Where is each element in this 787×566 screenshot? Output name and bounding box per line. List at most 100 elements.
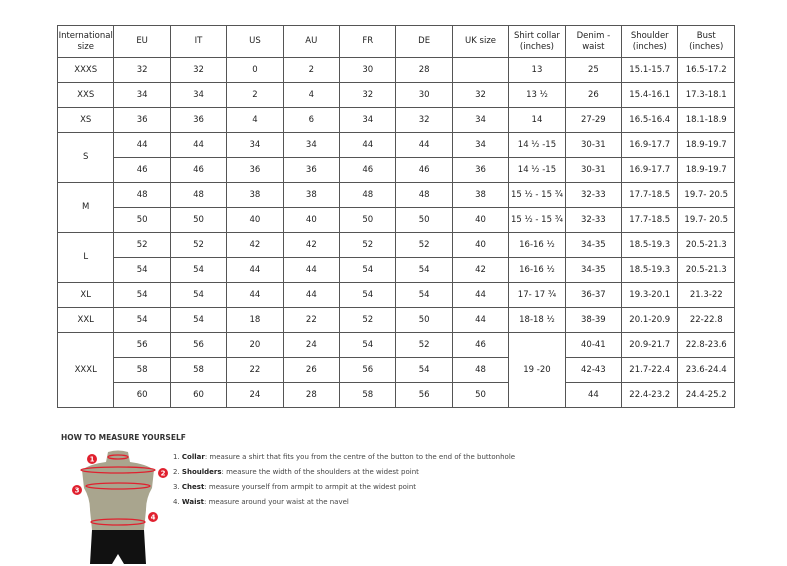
table-cell: 22.8-23.6 [677, 332, 735, 358]
table-cell: 15.1-15.7 [621, 57, 679, 83]
table-cell: 32-33 [564, 207, 623, 233]
international-size-cell: XXL [56, 307, 115, 333]
table-cell: 56 [113, 332, 171, 358]
table-cell: 18.9-19.7 [677, 157, 735, 183]
table-cell: 22 [282, 307, 341, 333]
table-row: 60 60 24 28 58 56 50 44 22.4-23.2 24.4-25.2 [58, 382, 735, 408]
table-cell: 18 [226, 307, 284, 333]
table-cell: 54 [113, 307, 171, 333]
table-cell: 34 [226, 132, 284, 158]
table-cell: 19 -20 [508, 332, 566, 408]
table-cell: 21.3-22 [677, 282, 735, 308]
table-cell: 30-31 [564, 157, 623, 183]
measurement-step: 3. Chest: measure yourself from armpit t… [173, 482, 515, 497]
column-header: Denim - waist [564, 25, 623, 58]
table-cell: 18.1-18.9 [677, 107, 735, 133]
table-cell: 16.5-16.4 [621, 107, 679, 133]
table-cell: 17.7-18.5 [621, 182, 679, 208]
table-cell: 25 [564, 57, 623, 83]
table-cell: 56 [395, 382, 453, 408]
table-cell: 36 [113, 107, 171, 133]
step-text: : measure around your waist at the navel [204, 498, 349, 506]
table-cell: 14 ½ -15 [508, 132, 566, 158]
table-cell: 4 [226, 107, 284, 133]
table-cell: 50 [169, 207, 228, 233]
table-cell: 34 [113, 82, 171, 108]
table-cell: 60 [113, 382, 171, 408]
column-header: Bust (inches) [677, 25, 735, 58]
table-cell: 34 [169, 82, 228, 108]
table-cell: 19.7- 20.5 [677, 207, 735, 233]
step-text: : measure a shirt that fits you from the… [204, 453, 516, 461]
step-term: Shoulders [181, 468, 222, 476]
step-number: 1. [173, 453, 180, 461]
table-cell: 38 [226, 182, 284, 208]
table-cell: 50 [339, 207, 397, 233]
table-cell: 16.9-17.7 [621, 132, 679, 158]
table-cell: 58 [169, 357, 228, 383]
table-cell: 36 [451, 157, 510, 183]
table-cell: 16-16 ½ [508, 232, 566, 258]
table-cell: 54 [395, 282, 453, 308]
table-cell: 32 [113, 57, 171, 83]
step-term: Chest [181, 483, 205, 491]
table-cell: 20.5-21.3 [677, 232, 735, 258]
table-cell: 30-31 [564, 132, 623, 158]
table-cell: 42-43 [564, 357, 623, 383]
table-cell: 46 [113, 157, 171, 183]
header-row: International size EU IT US AU FR DE UK size Shi… [56, 25, 735, 58]
table-cell: 40 [282, 207, 341, 233]
table-cell: 15 ½ - 15 ¾ [508, 182, 566, 208]
table-cell: 52 [113, 232, 171, 258]
column-header: DE [395, 25, 453, 58]
column-header: AU [282, 25, 341, 58]
column-header: Shoulder (inches) [621, 25, 679, 58]
table-cell: 54 [339, 282, 397, 308]
table-cell: 17- 17 ¾ [508, 282, 566, 308]
step-number: 4. [173, 498, 180, 506]
table-cell: 48 [169, 182, 228, 208]
table-cell: 54 [113, 282, 171, 308]
table-cell: 44 [169, 132, 228, 158]
how-to-measure-title: HOW TO MEASURE YOURSELF [61, 433, 186, 442]
table-cell: 24 [226, 382, 284, 408]
table-cell: 44 [282, 257, 341, 283]
table-cell: 18.9-19.7 [677, 132, 735, 158]
torso-shape [82, 450, 154, 530]
table-cell: 20.9-21.7 [621, 332, 679, 358]
size-chart-table: International size EU IT US AU FR DE UK size Shi… [56, 25, 735, 408]
table-cell: 40 [451, 232, 510, 258]
measurement-steps: 1. Collar: measure a shirt that fits you… [173, 452, 515, 512]
table-cell: 18.5-19.3 [621, 257, 679, 283]
table-cell: 17.7-18.5 [621, 207, 679, 233]
table-cell: 14 [508, 107, 566, 133]
table-cell: 20.5-21.3 [677, 257, 735, 283]
table-cell: 13 [508, 57, 566, 83]
table-cell: 36 [169, 107, 228, 133]
table-cell: 54 [169, 307, 228, 333]
table-cell: 28 [282, 382, 341, 408]
table-cell: 18.5-19.3 [621, 232, 679, 258]
table-cell: 13 ½ [508, 82, 566, 108]
table-cell: 44 [395, 132, 453, 158]
marker-1-label: 1 [90, 456, 95, 464]
table-cell: 19.3-20.1 [621, 282, 679, 308]
table-cell [451, 57, 510, 83]
table-cell: 44 [339, 132, 397, 158]
table-cell: 50 [395, 207, 453, 233]
table-cell: 42 [451, 257, 510, 283]
table-cell: 30 [395, 82, 453, 108]
column-header: International size [56, 25, 115, 58]
table-cell: 50 [451, 382, 510, 408]
table-cell: 50 [113, 207, 171, 233]
table-cell: 15 ½ - 15 ¾ [508, 207, 566, 233]
table-cell: 40-41 [564, 332, 623, 358]
step-number: 3. [173, 483, 180, 491]
table-cell: 32 [339, 82, 397, 108]
table-cell: 44 [226, 282, 284, 308]
table-cell: 32 [451, 82, 510, 108]
table-cell: 16.9-17.7 [621, 157, 679, 183]
table-row: M 48 48 38 38 48 48 38 15 ½ - 15 ¾ 32-33 17.7-18.5… [56, 182, 735, 233]
international-size-cell: XXXS [56, 57, 115, 83]
table-cell: 2 [282, 57, 341, 83]
